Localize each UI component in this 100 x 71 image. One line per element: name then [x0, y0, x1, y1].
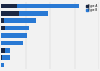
Bar	[1, 11, 48, 16]
Bar	[1, 26, 29, 30]
Bar	[1, 48, 10, 53]
Bar	[1, 4, 79, 8]
Bar	[1, 55, 2, 60]
Bar	[1, 63, 4, 67]
Bar	[1, 18, 36, 23]
Bar	[1, 26, 5, 30]
Bar	[1, 18, 4, 23]
Bar	[1, 48, 5, 53]
Bar	[1, 33, 27, 38]
Bar	[1, 55, 10, 60]
Bar	[1, 63, 2, 67]
Bar	[1, 11, 19, 16]
Bar	[1, 4, 17, 8]
Bar	[1, 41, 23, 45]
Legend: Type A, Type B: Type A, Type B	[86, 4, 98, 12]
